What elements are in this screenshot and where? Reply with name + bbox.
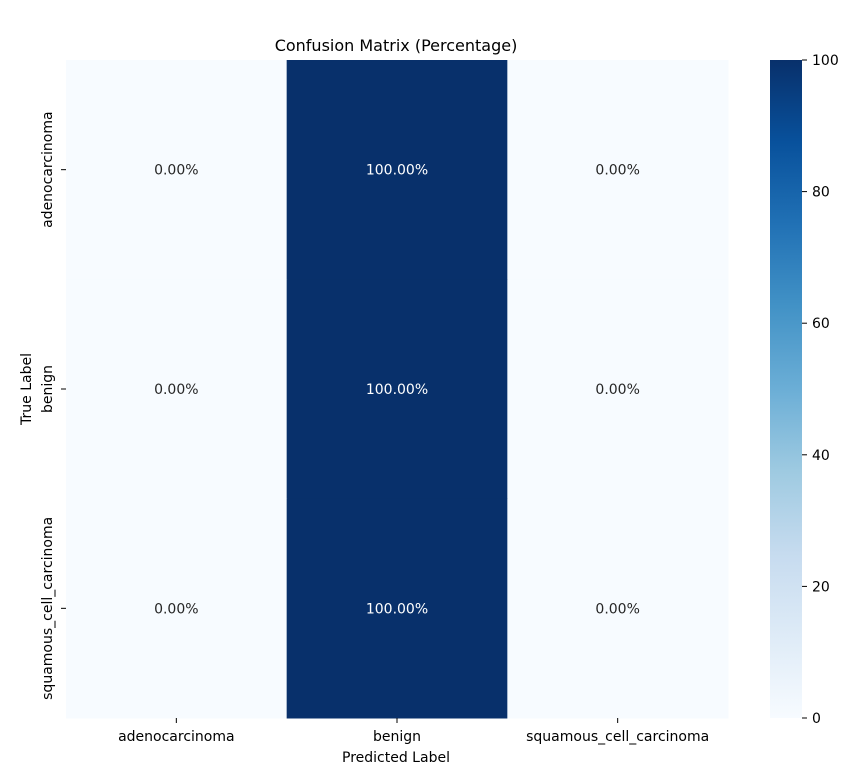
heatmap-cell bbox=[66, 279, 288, 500]
colorbar-tick-label: 20 bbox=[812, 579, 830, 595]
x-tick-label: squamous_cell_carcinoma bbox=[526, 729, 709, 745]
heatmap-cell bbox=[507, 279, 729, 500]
y-axis-ticks: adenocarcinoma benign squamous_cell_carcin… bbox=[40, 111, 66, 700]
y-tick-label: benign bbox=[40, 365, 56, 413]
colorbar-tick-label: 80 bbox=[812, 185, 830, 201]
colorbar bbox=[770, 60, 802, 718]
y-tick-label: squamous_cell_carcinoma bbox=[40, 517, 56, 700]
cell-value-label: 0.00% bbox=[595, 163, 639, 179]
heatmap-cell bbox=[286, 498, 508, 719]
colorbar-tick-label: 0 bbox=[812, 711, 821, 727]
cell-value-label: 0.00% bbox=[595, 601, 639, 617]
heatmap-cell bbox=[66, 60, 288, 280]
cell-value-label: 100.00% bbox=[366, 601, 428, 617]
colorbar-tick-label: 60 bbox=[812, 316, 830, 332]
x-axis-ticks: adenocarcinoma benign squamous_cell_carcin… bbox=[118, 718, 709, 745]
heatmap-cell bbox=[507, 498, 729, 719]
colorbar-tick-label: 100 bbox=[812, 53, 839, 69]
heatmap-cell bbox=[286, 60, 508, 280]
chart-title: Confusion Matrix (Percentage) bbox=[275, 36, 518, 55]
x-tick-label: adenocarcinoma bbox=[118, 729, 234, 745]
y-axis-label: True Label bbox=[19, 353, 35, 426]
y-tick-label: adenocarcinoma bbox=[40, 111, 56, 227]
cell-value-label: 0.00% bbox=[154, 163, 198, 179]
colorbar-tick-label: 40 bbox=[812, 448, 830, 464]
heatmap-cells: 0.00% 100.00% 0.00% 0.00% 100.00% 0.00% 0.00% 1… bbox=[66, 60, 729, 719]
cell-value-label: 0.00% bbox=[154, 382, 198, 398]
cell-value-label: 0.00% bbox=[595, 382, 639, 398]
cell-value-label: 100.00% bbox=[366, 382, 428, 398]
heatmap-cell bbox=[286, 279, 508, 500]
heatmap-cell bbox=[66, 498, 288, 719]
x-tick-label: benign bbox=[373, 729, 421, 745]
colorbar-ticks: 0 20 40 60 80 100 bbox=[802, 53, 839, 727]
heatmap-cell bbox=[507, 60, 729, 280]
x-axis-label: Predicted Label bbox=[342, 750, 450, 766]
cell-value-label: 0.00% bbox=[154, 601, 198, 617]
cell-value-label: 100.00% bbox=[366, 163, 428, 179]
